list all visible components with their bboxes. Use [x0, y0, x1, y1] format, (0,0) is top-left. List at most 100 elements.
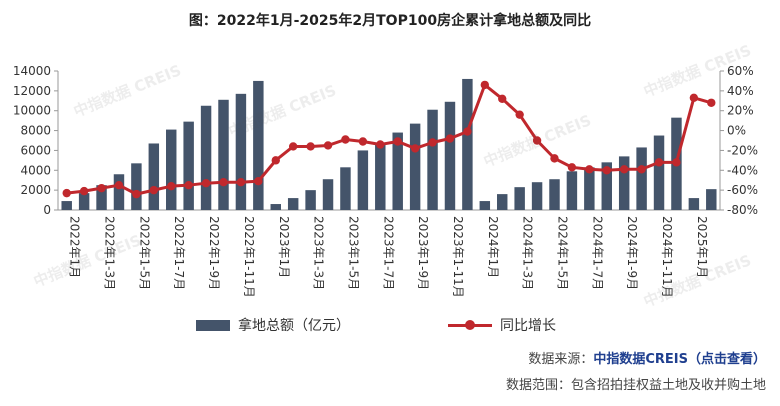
- y-right-tick-label: 0%: [727, 124, 746, 138]
- bar: [200, 105, 212, 210]
- growth-point: [376, 140, 385, 149]
- growth-point: [167, 181, 176, 191]
- x-tick-label: 2024年1-7月: [590, 216, 604, 290]
- bar: [166, 129, 177, 210]
- legend-line-label: 同比增长: [500, 318, 556, 334]
- bar: [270, 204, 281, 210]
- legend-bar-label: 拿地总额（亿元）: [238, 318, 350, 334]
- x-tick-label: 2023年1-7月: [381, 216, 395, 290]
- bar: [601, 162, 612, 210]
- bar: [409, 123, 421, 210]
- growth-point: [567, 163, 577, 172]
- x-tick-label: 2022年1月: [68, 216, 82, 278]
- bar: [427, 109, 438, 210]
- growth-point: [602, 166, 611, 175]
- growth-point: [550, 154, 559, 163]
- y-right-tick-label: -20%: [727, 143, 758, 157]
- bar: [322, 179, 334, 210]
- source-link[interactable]: 中指数据CREIS（点击查看）: [593, 352, 766, 367]
- bar: [287, 198, 299, 210]
- growth-point: [358, 137, 368, 146]
- bar: [340, 167, 351, 210]
- growth-point: [707, 98, 716, 107]
- bar: [566, 171, 578, 210]
- growth-point: [672, 158, 681, 167]
- growth-line: [66, 83, 712, 196]
- bar: [357, 150, 369, 210]
- bar: [375, 142, 386, 210]
- growth-point: [114, 180, 124, 190]
- growth-point: [132, 189, 141, 199]
- bar: [688, 198, 700, 210]
- legend-line: 同比增长: [448, 315, 556, 335]
- x-tick-label: 2022年1-9月: [207, 216, 221, 290]
- growth-point: [288, 142, 298, 151]
- growth-point: [97, 183, 106, 193]
- bar: [96, 185, 107, 210]
- y-right-tick-label: -40%: [727, 163, 758, 177]
- growth-point: [254, 177, 263, 186]
- growth-point: [532, 136, 542, 145]
- growth-point: [219, 178, 228, 187]
- x-tick-label: 2023年1-9月: [416, 216, 430, 290]
- y-left-tick-label: 2000: [20, 183, 51, 197]
- chart-title: 图：2022年1月-2025年2月TOP100房企累计拿地总额及同比: [188, 13, 592, 29]
- x-tick-label: 2024年1-3月: [521, 216, 535, 290]
- growth-point: [323, 141, 333, 150]
- growth-point: [306, 142, 315, 151]
- x-tick-label: 2023年1-3月: [312, 216, 326, 290]
- growth-point: [654, 158, 664, 167]
- bar: [392, 132, 403, 210]
- x-tick-label: 2022年1-5月: [137, 216, 151, 290]
- y-left-tick-label: 0: [43, 203, 51, 217]
- x-tick-label: 2022年1-7月: [172, 216, 186, 290]
- bar: [653, 135, 665, 210]
- bar: [706, 189, 717, 210]
- growth-point: [393, 137, 402, 146]
- y-left-tick-label: 4000: [20, 163, 51, 177]
- growth-point: [184, 180, 193, 190]
- growth-point: [62, 188, 71, 198]
- y-left-tick-label: 14000: [13, 64, 51, 78]
- legend-line-swatch: [448, 319, 492, 331]
- x-tick-label: 2023年1-11月: [451, 216, 465, 298]
- growth-point: [149, 185, 159, 195]
- bar: [636, 147, 647, 210]
- x-tick-label: 2022年1-11月: [242, 216, 256, 298]
- x-tick-label: 2023年1-5月: [346, 216, 360, 290]
- bar: [305, 190, 316, 210]
- bar: [218, 99, 229, 210]
- growth-point: [271, 156, 280, 165]
- bar: [131, 163, 142, 210]
- bar: [183, 121, 194, 210]
- y-left-tick-label: 12000: [13, 84, 51, 98]
- growth-point: [619, 165, 629, 174]
- bar: [584, 167, 595, 210]
- y-right-tick-label: 20%: [727, 104, 754, 118]
- bar: [235, 93, 247, 210]
- bar: [618, 156, 630, 210]
- bar: [78, 193, 90, 210]
- growth-point: [445, 134, 455, 143]
- x-tick-label: 2023年1月: [277, 216, 291, 278]
- growth-point: [585, 165, 594, 174]
- growth-point: [637, 165, 646, 174]
- legend-bar-swatch: [196, 319, 230, 331]
- y-right-tick-label: -60%: [727, 183, 758, 197]
- x-tick-label: 2024年1-11月: [660, 216, 674, 298]
- x-tick-label: 2024年1-9月: [625, 216, 639, 290]
- bar: [61, 201, 72, 210]
- x-tick-label: 2022年1-3月: [103, 216, 117, 290]
- bar: [113, 174, 125, 210]
- growth-point: [498, 94, 507, 104]
- bar: [549, 179, 560, 210]
- y-right-tick-label: -80%: [727, 203, 758, 217]
- y-left-tick-label: 6000: [20, 143, 51, 157]
- growth-point: [463, 127, 472, 136]
- bar: [148, 143, 160, 210]
- growth-point: [341, 135, 350, 144]
- bar: [497, 194, 508, 210]
- data-scope: 数据范围：包含招拍挂权益土地及收并购土地: [505, 378, 766, 393]
- growth-point: [236, 178, 246, 187]
